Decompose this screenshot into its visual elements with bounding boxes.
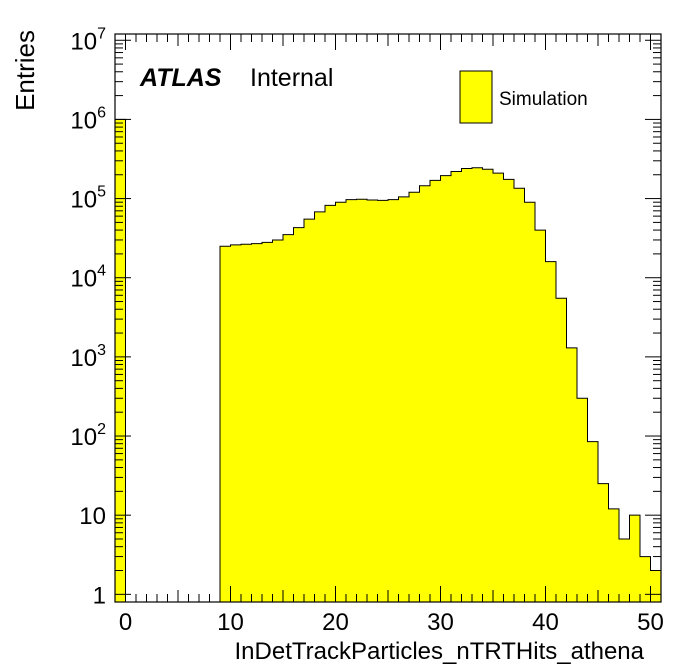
y-tick-label: 105	[70, 184, 106, 214]
histogram-bar	[598, 483, 609, 602]
axis-ticks	[115, 34, 661, 602]
histogram-bar	[419, 185, 430, 603]
histogram-bar	[451, 171, 462, 602]
legend: Simulation	[459, 70, 588, 124]
histogram-bar	[388, 199, 399, 602]
histogram-bar	[503, 179, 514, 602]
histogram-bar	[272, 239, 283, 603]
x-tick-label: 50	[637, 609, 664, 636]
histogram-bar	[335, 202, 346, 602]
histogram-bar	[314, 211, 325, 602]
histogram-bar	[367, 199, 378, 602]
histogram-bar	[482, 169, 493, 602]
histogram-bar	[472, 167, 483, 602]
y-axis-label: Entries	[10, 30, 40, 111]
histogram-bar	[556, 298, 567, 602]
x-tick-label: 30	[427, 609, 454, 636]
histogram-bar	[493, 173, 504, 602]
histogram-bar	[220, 246, 231, 603]
histogram-bar	[409, 192, 420, 602]
histogram-bar	[577, 398, 588, 602]
y-tick-label: 103	[70, 342, 106, 372]
histogram-bar	[377, 200, 388, 603]
x-tick-label: 20	[322, 609, 349, 636]
histogram-bar	[241, 244, 252, 602]
histogram-bar	[430, 180, 441, 602]
y-tick-label: 1	[93, 582, 106, 609]
histogram-bar	[325, 205, 336, 602]
histogram-bar	[440, 175, 451, 602]
histogram-bar	[587, 441, 598, 602]
histogram-bar	[650, 570, 661, 602]
x-tick-labels: 0 10 20 30 40 50	[119, 609, 664, 636]
histogram-bar	[535, 230, 546, 602]
legend-swatch-simulation	[459, 70, 493, 124]
histogram-bar	[304, 219, 315, 602]
y-tick-label: 104	[70, 263, 106, 293]
histogram-bar	[262, 242, 273, 603]
histogram-bar	[293, 227, 304, 602]
histogram-bar	[524, 202, 535, 602]
histogram-bar	[629, 515, 640, 602]
histogram-bar	[566, 347, 577, 602]
histogram-bar	[230, 244, 241, 602]
x-tick-label: 10	[217, 609, 244, 636]
x-axis-label: InDetTrackParticles_nTRTHits_athena	[235, 638, 645, 665]
histogram-bars	[114, 118, 661, 603]
x-tick-label: 40	[532, 609, 559, 636]
histogram-bar	[283, 234, 294, 603]
x-tick-label: 0	[119, 609, 132, 636]
histogram-bar	[545, 261, 556, 602]
histogram-bar	[461, 168, 472, 602]
histogram-bar	[346, 199, 357, 602]
y-tick-label: 107	[70, 25, 106, 55]
histogram-bar	[640, 556, 651, 602]
histogram-bar	[251, 243, 262, 602]
y-tick-labels: 1 10 102 103 104 105 106 107	[70, 25, 106, 609]
histogram-bar	[514, 188, 525, 602]
y-tick-label: 10	[79, 503, 106, 530]
legend-label-simulation: Simulation	[499, 89, 588, 110]
histogram-bar	[608, 508, 619, 602]
histogram-bar	[619, 539, 630, 602]
experiment-label: ATLAS	[139, 64, 222, 92]
histogram-bar	[398, 196, 409, 602]
status-label: Internal	[250, 64, 333, 92]
histogram-bar	[356, 199, 367, 602]
histogram-outline	[114, 118, 661, 603]
y-tick-label: 102	[70, 421, 106, 451]
y-tick-label: 106	[70, 104, 106, 134]
